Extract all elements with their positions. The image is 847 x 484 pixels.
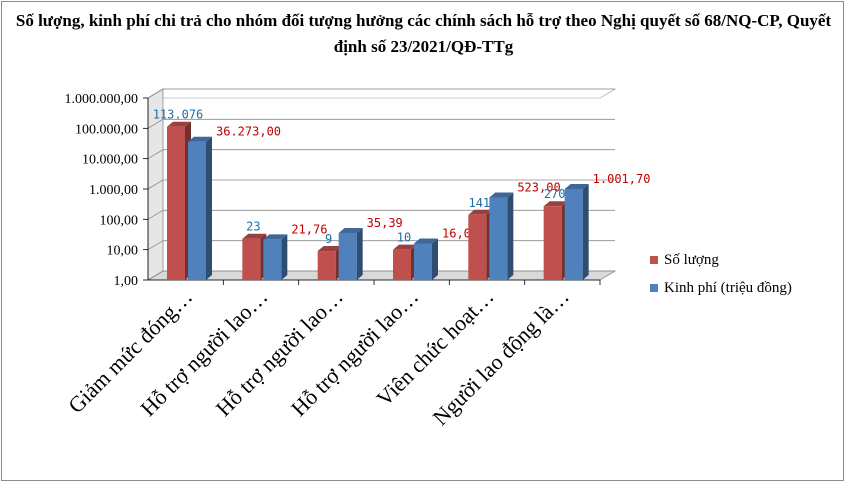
bar-side (206, 136, 212, 280)
data-label-kinh-phi: 35,39 (367, 216, 403, 230)
bar-top (242, 233, 267, 239)
chart-title: Số lượng, kinh phí chi trả cho nhóm đối … (15, 11, 832, 56)
y-tick-label: 100.000,00 (75, 122, 138, 137)
bar-top (167, 121, 191, 127)
legend-swatch-cost (650, 284, 658, 292)
bar-top (317, 246, 342, 252)
bar-top (338, 228, 363, 234)
y-tick-label: 1.000,00 (89, 183, 138, 198)
bar-top (188, 136, 212, 142)
legend-item-cost: Kinh phí (triệu đồng) (650, 274, 792, 302)
y-tick-label: 10,00 (107, 244, 139, 259)
data-label-kinh-phi: 523,00 (517, 181, 560, 195)
bar-so-luong (393, 249, 411, 280)
bar-top (393, 244, 417, 250)
bar-so-luong (317, 251, 336, 280)
data-label-so-luong: 141 (468, 196, 490, 210)
legend-item-count: Số lượng (650, 246, 792, 274)
bar-side (281, 234, 288, 280)
gridline (147, 209, 615, 220)
data-label-so-luong: 10 (397, 231, 411, 245)
bar-top (414, 238, 438, 244)
bar-side (356, 228, 363, 280)
data-label-so-luong: 9 (325, 232, 332, 246)
bar-kinh-phi (564, 188, 583, 280)
y-tick-label: 10.000,00 (82, 153, 138, 168)
bar-side (582, 183, 589, 280)
bar-side (432, 238, 438, 280)
bar-top (564, 183, 589, 189)
gridline (147, 179, 615, 190)
data-label-so-luong: 113.076 (153, 108, 204, 122)
x-category-label: Người lao động là… (428, 284, 574, 430)
bar-top (489, 192, 514, 198)
y-tick-label: 1,00 (114, 274, 139, 289)
gridline (147, 240, 615, 251)
y-tick-label: 100,00 (100, 213, 139, 228)
bar-kinh-phi (263, 239, 282, 280)
gridline (147, 88, 615, 99)
data-label-so-luong: 23 (246, 220, 260, 234)
data-label-kinh-phi: 36.273,00 (216, 125, 281, 139)
wall-top-edge (146, 88, 617, 99)
bar-so-luong (167, 126, 185, 280)
bar-top (543, 201, 568, 207)
bar-kinh-phi (188, 141, 206, 280)
gridline (147, 118, 615, 129)
bar-so-luong (468, 214, 487, 280)
bar-so-luong (242, 238, 261, 280)
data-label-so-luong: 270 (544, 187, 566, 201)
bar-top (263, 234, 288, 240)
bar-kinh-phi (338, 233, 357, 280)
legend-label-cost: Kinh phí (triệu đồng) (664, 279, 792, 296)
gridline (147, 270, 615, 281)
legend-swatch-count (650, 256, 658, 264)
bar-kinh-phi (489, 197, 508, 280)
legend-label-count: Số lượng (664, 251, 719, 268)
data-label-kinh-phi: 1.001,70 (593, 172, 651, 186)
x-category-label: Hỗ trợ người lao… (135, 284, 272, 421)
x-category-label: Hỗ trợ người lao… (211, 284, 348, 421)
data-label-kinh-phi: 21,76 (291, 222, 327, 236)
x-category-label: Giảm mức đóng… (63, 284, 197, 418)
legend: Số lượng Kinh phí (triệu đồng) (650, 246, 792, 302)
bar-side (507, 192, 514, 280)
bar-so-luong (543, 206, 562, 280)
bar-top (468, 209, 493, 215)
x-category-label: Hỗ trợ người lao… (286, 284, 423, 421)
y-tick-label: 1.000.000,00 (65, 92, 139, 107)
gridline (147, 149, 615, 160)
bar-kinh-phi (414, 243, 432, 280)
